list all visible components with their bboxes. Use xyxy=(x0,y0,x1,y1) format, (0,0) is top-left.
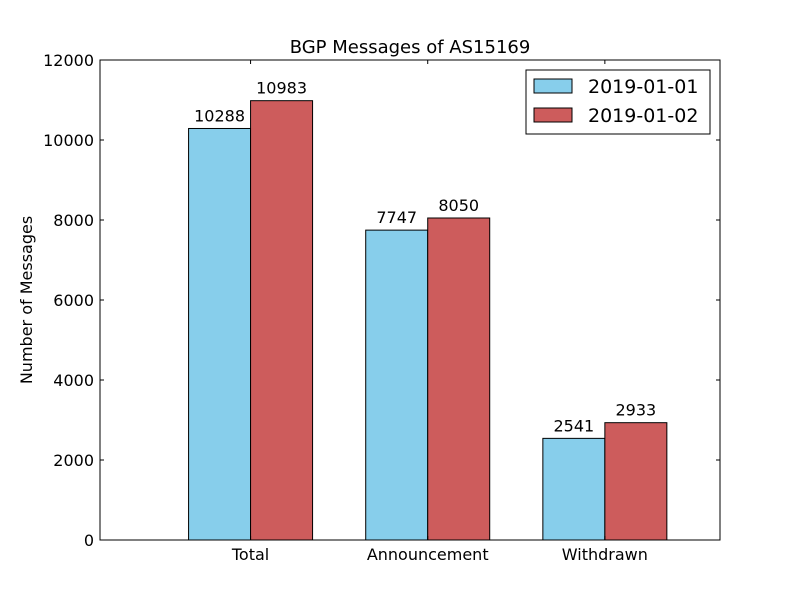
data-label-announcement-2: 8050 xyxy=(438,196,479,215)
plot-frame xyxy=(99,59,721,541)
bar-withdrawn-2 xyxy=(604,422,668,541)
y-tick-label: 4000 xyxy=(53,371,94,390)
x-tick-label: Announcement xyxy=(367,545,489,564)
bar-total-1 xyxy=(188,127,252,541)
y-axis-label: Number of Messages xyxy=(17,216,36,384)
bar-announcement-1 xyxy=(365,229,429,541)
legend-swatch-1 xyxy=(533,78,573,94)
y-tick-label: 10000 xyxy=(43,131,94,150)
legend: 2019-01-01 2019-01-02 xyxy=(525,69,711,135)
data-label-announcement-1: 7747 xyxy=(376,208,417,227)
legend-swatch-2 xyxy=(533,107,573,123)
data-label-total-2: 10983 xyxy=(256,79,307,98)
bar-withdrawn-1 xyxy=(542,437,606,541)
legend-label-2: 2019-01-02 xyxy=(588,105,698,127)
y-tick-label: 2000 xyxy=(53,451,94,470)
x-tick-label: Withdrawn xyxy=(562,545,648,564)
y-tick-label: 8000 xyxy=(53,211,94,230)
data-label-withdrawn-1: 2541 xyxy=(553,416,594,435)
y-tick-label: 0 xyxy=(84,531,94,550)
data-label-withdrawn-2: 2933 xyxy=(615,401,656,420)
y-tick-label: 12000 xyxy=(43,51,94,70)
legend-label-1: 2019-01-01 xyxy=(588,76,698,98)
bars-group: 10288 10983 7747 8050 2541 2933 xyxy=(188,79,668,541)
bar-announcement-2 xyxy=(427,217,491,541)
bar-total-2 xyxy=(250,100,314,541)
chart-title: BGP Messages of AS15169 xyxy=(290,37,531,58)
y-tick-label: 6000 xyxy=(53,291,94,310)
data-label-total-1: 10288 xyxy=(194,106,245,125)
x-tick-label: Total xyxy=(231,545,269,564)
axis-ticks: Total Announcement Withdrawn 0 2000 4000 6000 8… xyxy=(43,51,720,564)
